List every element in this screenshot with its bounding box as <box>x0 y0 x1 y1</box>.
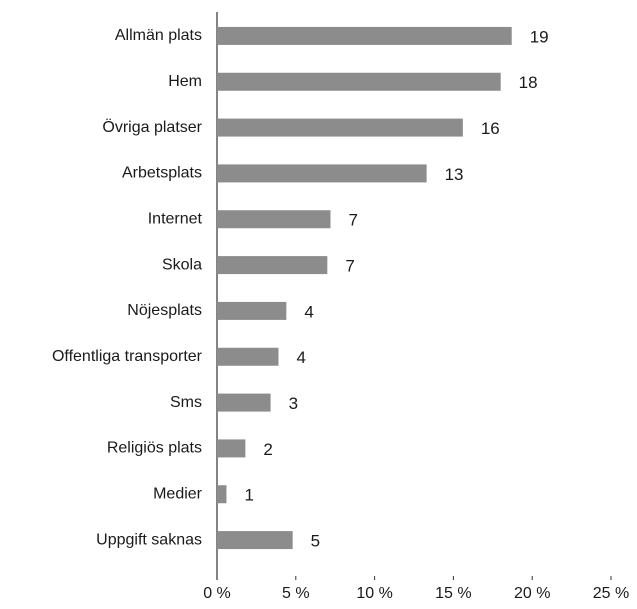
y-tick-label: Nöjesplats <box>127 302 202 319</box>
x-tick-label: 15 % <box>435 585 471 602</box>
value-label: 1 <box>244 486 253 505</box>
bar <box>217 72 501 91</box>
y-tick-label: Övriga platser <box>102 118 202 136</box>
value-label: 5 <box>311 532 320 551</box>
x-tick-label: 5 % <box>282 585 310 602</box>
x-tick-label: 20 % <box>514 585 550 602</box>
y-tick-label: Allmän plats <box>115 27 202 44</box>
bar <box>217 531 293 550</box>
y-tick-label: Medier <box>153 485 203 502</box>
value-label: 16 <box>481 119 500 138</box>
y-tick-label: Offentliga transporter <box>52 348 203 365</box>
x-tick-label: 25 % <box>593 585 629 602</box>
value-label: 7 <box>345 257 354 276</box>
value-label: 4 <box>296 348 305 367</box>
y-tick-label: Religiös plats <box>107 440 202 457</box>
value-label: 4 <box>304 302 313 321</box>
value-label: 19 <box>530 27 549 46</box>
value-label: 2 <box>263 440 272 459</box>
value-label: 7 <box>348 211 357 230</box>
y-tick-label: Sms <box>170 394 202 411</box>
bar <box>217 393 271 412</box>
value-label: 3 <box>289 394 298 413</box>
y-tick-label: Internet <box>148 210 203 227</box>
bar <box>217 347 279 366</box>
y-tick-label: Hem <box>168 73 202 90</box>
value-label: 13 <box>445 165 464 184</box>
bar <box>217 256 328 275</box>
bar <box>217 26 512 45</box>
y-tick-label: Arbetsplats <box>122 165 202 182</box>
bar <box>217 485 227 504</box>
bar <box>217 439 246 458</box>
bar <box>217 210 331 229</box>
value-label: 18 <box>519 73 538 92</box>
bar <box>217 301 287 320</box>
y-tick-label: Skola <box>162 256 202 273</box>
bar <box>217 164 427 183</box>
y-tick-label: Uppgift saknas <box>96 531 202 548</box>
bar <box>217 118 463 137</box>
x-tick-label: 10 % <box>356 585 392 602</box>
x-tick-label: 0 % <box>203 585 231 602</box>
